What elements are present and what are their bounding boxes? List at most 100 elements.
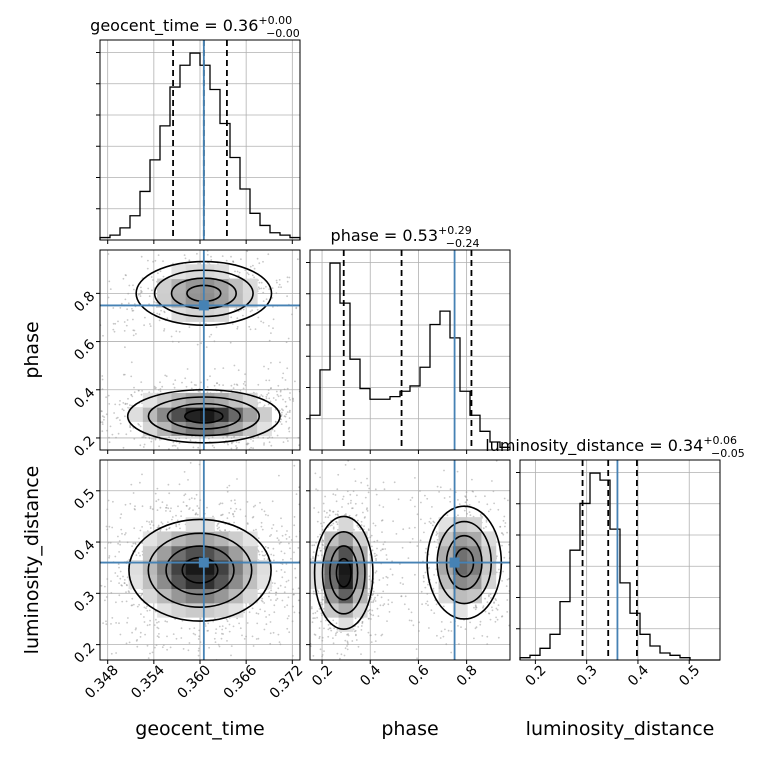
scatter-point [148, 609, 151, 612]
scatter-point [233, 436, 235, 438]
scatter-point [263, 404, 266, 407]
scatter-point [356, 524, 359, 527]
scatter-point [261, 550, 263, 553]
scatter-point [339, 657, 341, 660]
scatter-point [384, 548, 387, 550]
scatter-point [316, 520, 319, 523]
scatter-point [239, 455, 241, 457]
scatter-point [227, 443, 229, 446]
scatter-point [262, 260, 264, 263]
scatter-point [479, 514, 482, 517]
scatter-point [282, 452, 284, 454]
scatter-point [252, 447, 255, 450]
scatter-point [286, 280, 289, 283]
scatter-point [59, 545, 61, 547]
scatter-point [163, 311, 166, 314]
scatter-point [233, 510, 236, 513]
scatter-point [127, 292, 130, 295]
scatter-point [106, 429, 108, 432]
scatter-point [430, 609, 433, 612]
scatter-point [232, 261, 235, 263]
scatter-point [414, 526, 416, 529]
scatter-point [143, 443, 146, 446]
scatter-point [269, 535, 271, 537]
scatter-point [286, 411, 289, 413]
scatter-point [119, 419, 121, 421]
scatter-point [419, 490, 421, 492]
scatter-point [196, 343, 199, 346]
scatter-point [262, 436, 265, 439]
scatter-point [340, 653, 343, 656]
scatter-point [444, 665, 446, 667]
scatter-point [134, 542, 137, 545]
scatter-point [232, 515, 235, 518]
scatter-point [134, 508, 136, 511]
scatter-point [180, 510, 183, 513]
scatter-point [30, 411, 32, 413]
histogram-step-phase [309, 262, 511, 450]
scatter-point [88, 516, 90, 518]
scatter-point [360, 520, 363, 523]
scatter-point [103, 418, 105, 421]
density-cell [185, 602, 201, 618]
scatter-point [336, 513, 339, 516]
scatter-point [139, 529, 142, 532]
scatter-point [426, 497, 429, 500]
scatter-point [216, 681, 218, 683]
scatter-point [153, 301, 156, 303]
scatter-point [349, 493, 352, 496]
scatter-point [284, 379, 287, 381]
scatter-point [102, 622, 104, 624]
scatter-point [354, 502, 357, 505]
scatter-point [235, 441, 238, 443]
scatter-point [306, 594, 308, 596]
scatter-point [114, 403, 117, 406]
scatter-point [489, 593, 492, 596]
contour-line [313, 515, 374, 631]
scatter-point [435, 546, 438, 549]
scatter-point [122, 575, 124, 578]
scatter-point [115, 652, 117, 654]
scatter-point [280, 423, 283, 425]
scatter-point [139, 481, 141, 484]
density-cell [157, 421, 172, 437]
x-axis-label-geocent_time: geocent_time [135, 718, 264, 740]
scatter-point [229, 341, 232, 344]
scatter-point [282, 558, 284, 561]
scatter-point [216, 523, 219, 526]
scatter-point [288, 631, 291, 634]
scatter-point [119, 400, 121, 402]
scatter-point [334, 634, 337, 637]
scatter-point [301, 305, 303, 307]
scatter-point [116, 416, 119, 419]
scatter-point [271, 582, 274, 584]
scatter-point [260, 281, 263, 284]
density-cell [171, 392, 187, 408]
scatter-point [214, 368, 216, 370]
scatter-point [195, 512, 198, 514]
scatter-point [367, 491, 370, 494]
scatter-point [194, 633, 197, 636]
scatter-point [95, 285, 97, 287]
scatter-point [149, 523, 152, 526]
scatter-point [275, 570, 278, 573]
y-axis-label-luminosity_distance: luminosity_distance [21, 466, 43, 655]
scatter-point [146, 624, 149, 627]
scatter-point [286, 530, 288, 532]
title-label: phase [331, 226, 379, 245]
scatter-point [264, 554, 267, 556]
scatter-point [195, 493, 198, 496]
scatter-point [372, 590, 375, 593]
scatter-point [156, 621, 158, 624]
scatter-point [472, 490, 474, 493]
scatter-point [131, 545, 134, 548]
scatter-point [190, 381, 193, 384]
scatter-point [222, 384, 225, 386]
scatter-point [115, 436, 117, 439]
scatter-point [241, 634, 243, 637]
scatter-point [253, 267, 256, 270]
scatter-point [288, 430, 291, 433]
scatter-point [346, 641, 349, 644]
scatter-point [258, 281, 261, 284]
scatter-point [215, 628, 218, 630]
